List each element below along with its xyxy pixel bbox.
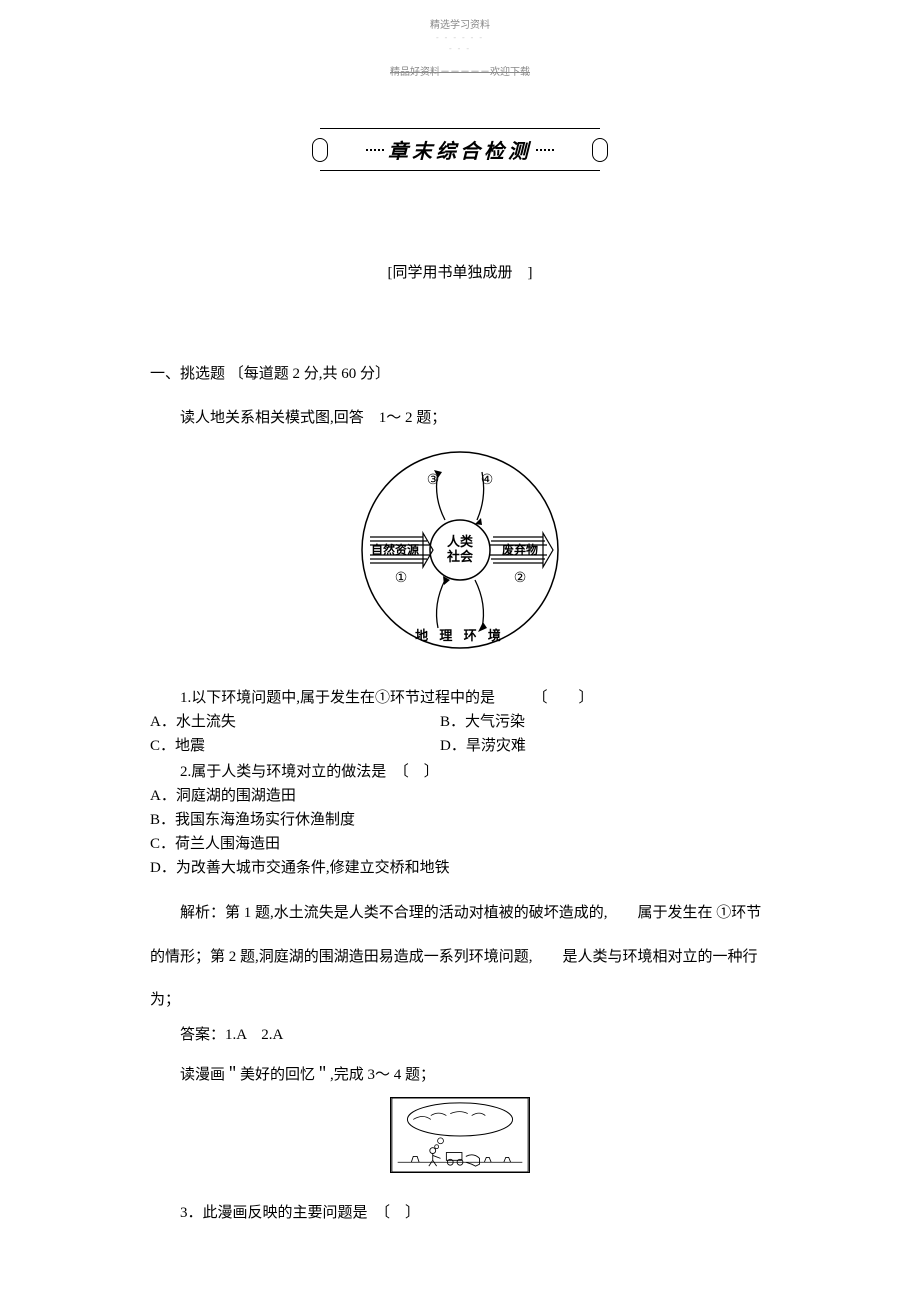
- q1-option-d: D．旱涝灾难: [440, 734, 526, 758]
- diagram-mark-1: ①: [395, 571, 408, 586]
- diagram-center-bot: 社会: [446, 549, 474, 564]
- chapter-title: 章末综合检测: [388, 135, 532, 164]
- section-intro: 读人地关系相关模式图,回答 1～ 2 题；: [150, 406, 770, 430]
- diagram-mark-2: ②: [514, 571, 527, 586]
- q1-option-c: C．地震: [150, 734, 440, 758]
- q1-stem: 1.以下环境问题中,属于发生在①环节过程中的是: [180, 690, 495, 706]
- q2-stem: 2.属于人类与环境对立的做法是 〔 〕: [150, 760, 770, 784]
- section2-intro: 读漫画＂美好的回忆＂,完成 3～ 4 题；: [150, 1063, 770, 1087]
- answer-text: 1.A 2.A: [225, 1027, 283, 1043]
- q2-option-c: C．荷兰人围海造田: [150, 832, 770, 856]
- diagram-mark-3: ③: [427, 473, 440, 488]
- q1-spacer: [499, 690, 529, 706]
- q1-bracket: 〔 〕: [533, 690, 602, 706]
- analysis-text: 第 1 题,水土流失是人类不合理的活动对植被的破坏造成的, 属于发生在 ①环节的…: [150, 905, 761, 1008]
- answer-label: 答案：: [180, 1027, 225, 1043]
- question-1: 1.以下环境问题中,属于发生在①环节过程中的是 〔 〕 A．水土流失 B．大气污…: [150, 686, 770, 758]
- human-earth-diagram: 人类 社会 自然资源 废弃物: [315, 442, 605, 672]
- answer-block: 答案：1.A 2.A: [150, 1023, 770, 1047]
- banner-dash-right: [536, 149, 554, 151]
- q2-option-a: A．洞庭湖的围湖造田: [150, 784, 770, 808]
- diagram-left-label: 自然资源: [371, 542, 419, 557]
- analysis-block: 解析：第 1 题,水土流失是人类不合理的活动对植被的破坏造成的, 属于发生在 ①…: [150, 892, 770, 1023]
- q2-option-d: D．为改善大城市交通条件,修建立交桥和地铁: [150, 856, 770, 880]
- analysis-label: 解析：: [180, 905, 225, 921]
- q1-option-a: A．水土流失: [150, 710, 440, 734]
- section-title: 一、挑选题 〔每道题 2 分,共 60 分〕: [150, 362, 770, 386]
- q2-option-b: B．我国东海渔场实行休渔制度: [150, 808, 770, 832]
- chapter-subtitle: [同学用书单独成册 ]: [0, 261, 920, 282]
- diagram-outer-label: 地 理 环 境: [415, 628, 505, 643]
- header-dots-1: - - - - - -: [0, 33, 920, 42]
- header-dots-2: - - -: [0, 44, 920, 53]
- chapter-banner: 章末综合检测: [320, 128, 600, 171]
- q1-option-b: B．大气污染: [440, 710, 525, 734]
- diagram-right-label: 废弃物: [502, 542, 538, 557]
- q3-stem: 3．此漫画反映的主要问题是 〔 〕: [150, 1201, 770, 1225]
- diagram-center-top: 人类: [447, 534, 474, 549]
- banner-dash-left: [366, 149, 384, 151]
- header-line-1: 精选学习资料: [0, 0, 920, 31]
- question-2: 2.属于人类与环境对立的做法是 〔 〕 A．洞庭湖的围湖造田 B．我国东海渔场实…: [150, 760, 770, 880]
- banner-cap-right: [592, 138, 608, 162]
- cartoon-figure: [390, 1097, 530, 1181]
- header-line-2: 精品好资料－－－－－欢迎下载: [0, 63, 920, 78]
- diagram-mark-4: ④: [481, 473, 494, 488]
